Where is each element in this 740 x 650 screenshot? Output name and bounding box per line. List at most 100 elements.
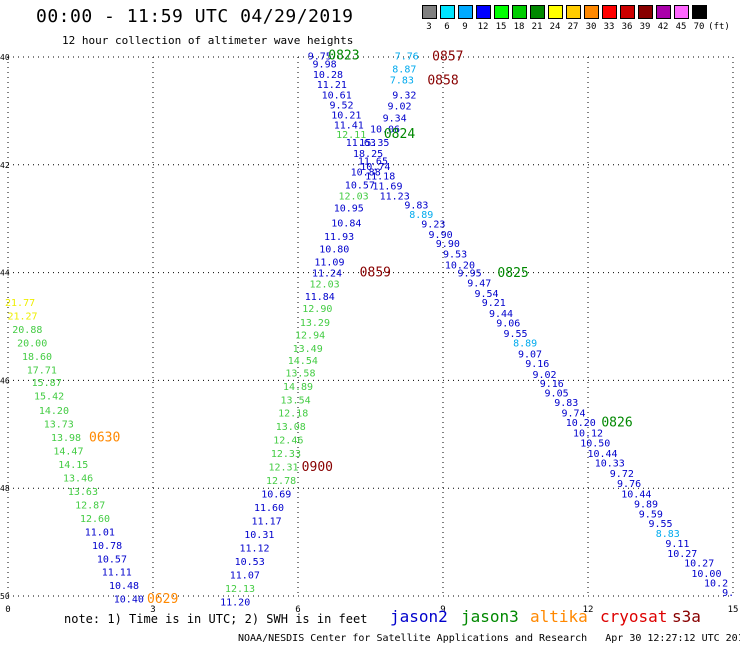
legend-swatch (440, 5, 455, 19)
legend-bin-label: 15 (495, 22, 507, 32)
legend-bin-label: 27 (567, 22, 579, 32)
legend-swatch (476, 5, 491, 19)
wave-height-value: 11.23 (380, 192, 410, 203)
pass-time-label: 0900 (302, 460, 333, 475)
wave-height-value: 10.2 (704, 579, 728, 590)
wave-height-value: 12.87 (75, 500, 105, 511)
wave-height-value: 9.16 (525, 359, 549, 370)
wave-height-value: 10.06 (370, 125, 400, 136)
wave-height-value: 9.34 (383, 113, 407, 124)
wave-height-value: 10.50 (580, 438, 610, 449)
legend-bin-label: 39 (639, 22, 651, 32)
legend-swatch (422, 5, 437, 19)
wave-height-value: 12.60 (80, 514, 110, 525)
pass-time-label: 0859 (360, 266, 391, 281)
wave-height-value: 10.53 (235, 557, 265, 568)
wave-height-value: 12.78 (266, 476, 296, 487)
legend-swatch (458, 5, 473, 19)
wave-height-value: 12.46 (273, 436, 303, 447)
satellite-name: cryosat (600, 607, 668, 626)
wave-height-value: 9.83 (404, 201, 428, 212)
legend-bin-label: 36 (621, 22, 633, 32)
wave-height-value: 13.63 (68, 487, 98, 498)
wave-height-value: 14.47 (53, 446, 83, 457)
wave-height-value: 11.20 (220, 597, 250, 608)
wave-height-value: 9.52 (329, 100, 353, 111)
y-tick-label-3: 46 (0, 376, 10, 385)
wave-height-value: 10.69 (261, 490, 291, 501)
legend-swatch (656, 5, 671, 19)
map-title: 00:00 - 11:59 UTC 04/29/2019 (36, 6, 354, 27)
wave-height-value: 12.94 (295, 331, 325, 342)
wave-height-value: 10.40 (114, 595, 144, 606)
y-tick-label-1: 42 (0, 161, 10, 170)
x-tick-label-3: 9 (440, 605, 445, 615)
wave-height-value: 12.31 (268, 463, 298, 474)
wave-height-value: 9.16 (540, 379, 564, 390)
wave-height-value: 9.23 (421, 220, 445, 231)
legend-swatch (602, 5, 617, 19)
wave-height-value: 12.13 (225, 584, 255, 595)
legend-bin-label: 30 (585, 22, 597, 32)
wave-height-value: 9.07 (518, 349, 542, 360)
wave-height-value: 11.11 (102, 568, 132, 579)
legend-swatch (566, 5, 581, 19)
wave-height-value: 9.06 (496, 319, 520, 330)
wave-height-value: 11.12 (239, 543, 269, 554)
wave-height-value: 11.21 (317, 80, 347, 91)
wave-height-value: 9.98 (313, 59, 337, 70)
legend-swatch (674, 5, 689, 19)
legend-swatch (620, 5, 635, 19)
wave-height-value: 9.83 (554, 398, 578, 409)
wave-height-value: 13.73 (44, 420, 74, 431)
legend-swatch (530, 5, 545, 19)
wave-height-value: 10.84 (331, 218, 361, 229)
wave-height-value: 10.88 (351, 167, 381, 178)
wave-height-value: 21.27 (7, 312, 37, 323)
wave-height-value: 12.03 (339, 192, 369, 203)
wave-height-value: 7.76 (395, 51, 419, 62)
wave-height-value: 10.31 (244, 530, 274, 541)
legend-bin-label: 9 (462, 22, 468, 32)
wave-height-value: 9.95 (458, 269, 482, 280)
legend-swatch (638, 5, 653, 19)
legend-bin-label: 33 (603, 22, 615, 32)
legend-bin-label: 3 (426, 22, 432, 32)
wave-height-value: 9.53 (443, 250, 467, 261)
wave-height-value: 11.84 (305, 292, 335, 303)
wave-height-value: 10.20 (566, 418, 596, 429)
wave-height-value: 20.00 (17, 339, 47, 350)
wave-height-value: 11.09 (314, 257, 344, 268)
wave-height-value: 9.76 (617, 479, 641, 490)
satellite-name: s3a (672, 607, 701, 626)
wave-height-value: 10.27 (667, 549, 697, 560)
wave-height-value: 9. (722, 588, 734, 599)
wave-height-value: 9.54 (474, 289, 498, 300)
wave-height-value: 11.07 (230, 570, 260, 581)
wave-height-value: 13.29 (300, 318, 330, 329)
map-subtitle: 12 hour collection of altimeter wave hei… (62, 34, 354, 47)
legend-swatch (512, 5, 527, 19)
wave-height-value: 18.60 (22, 352, 52, 363)
wave-height-value: 12.03 (310, 279, 340, 290)
wave-height-value: 10.57 (345, 181, 375, 192)
wave-height-value: 11.18 (365, 172, 395, 183)
wave-height-value: 9.02 (532, 370, 556, 381)
satellite-name: altika (530, 607, 588, 626)
wave-height-value: 9.74 (561, 409, 585, 420)
satellite-name: jason2 (390, 607, 448, 626)
y-tick-label-0: 40 (0, 53, 10, 62)
wave-height-value: 9.55 (648, 519, 672, 530)
wave-height-value: 11.60 (254, 503, 284, 514)
wave-height-value: 10.20 (445, 261, 475, 272)
wave-height-value: 10.74 (360, 162, 390, 173)
wave-height-value: 11.24 (312, 269, 342, 280)
wave-height-value: 8.89 (513, 339, 537, 350)
wave-height-value: 8.83 (656, 529, 680, 540)
wave-height-value: 9.44 (489, 309, 513, 320)
wave-height-value: 8.89 (409, 210, 433, 221)
wave-height-value: 13.46 (63, 473, 93, 484)
wave-height-value: 9.90 (436, 239, 460, 250)
x-tick-label-4: 12 (583, 605, 594, 615)
